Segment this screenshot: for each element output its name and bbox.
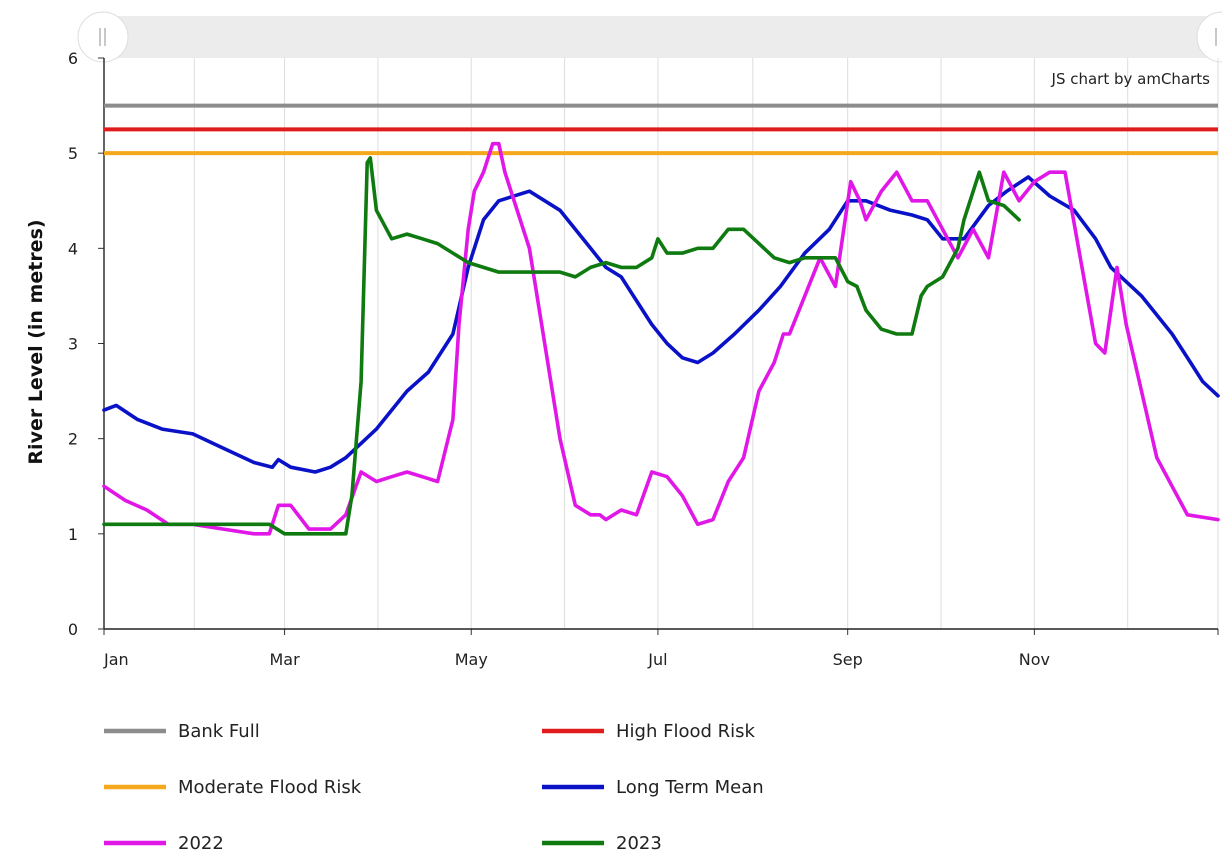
series-line: [102, 175, 1220, 474]
y-tick-label: 2: [68, 430, 78, 449]
y-tick-label: 6: [68, 49, 78, 68]
x-tick-label: May: [455, 650, 488, 669]
series-lines: [102, 103, 1220, 536]
series-line: [102, 156, 1021, 536]
legend-label: Moderate Flood Risk: [178, 777, 362, 798]
x-tick-label: Sep: [833, 650, 863, 669]
legend-item[interactable]: Bank Full: [104, 721, 260, 742]
legend-label: 2022: [178, 833, 224, 852]
legend-item[interactable]: High Flood Risk: [542, 721, 756, 742]
x-tick-label: Mar: [269, 650, 300, 669]
legend-label: High Flood Risk: [616, 721, 756, 742]
legend: Bank Full High Flood Risk Moderate Flood R…: [104, 721, 764, 854]
legend-label: Long Term Mean: [616, 777, 764, 798]
x-tick-label: Nov: [1019, 650, 1050, 669]
y-tick-label: 0: [68, 620, 78, 639]
scrollbar[interactable]: [77, 11, 1222, 63]
legend-label: Bank Full: [178, 721, 260, 742]
series-line: [102, 141, 1220, 536]
legend-item[interactable]: 2023: [542, 833, 662, 854]
legend-label: 2023: [616, 833, 662, 852]
scrollbar-right-grip[interactable]: [1196, 11, 1222, 63]
axes: 0 1 2 3 4 5 6 Jan Mar May Jul Sep Nov: [68, 49, 1219, 669]
y-tick-label: 4: [68, 239, 78, 258]
legend-item[interactable]: 2022: [104, 833, 224, 854]
y-tick-label: 3: [68, 335, 78, 354]
legend-item[interactable]: Long Term Mean: [542, 777, 764, 798]
y-axis-label: River Level (in metres): [25, 219, 47, 464]
gridlines: [193, 58, 1219, 629]
x-tick-label: Jan: [103, 650, 129, 669]
scrollbar-left-grip[interactable]: [77, 11, 129, 63]
amcharts-credit[interactable]: JS chart by amCharts: [1051, 70, 1211, 88]
y-tick-label: 1: [68, 525, 78, 544]
x-tick-label: Jul: [647, 650, 667, 669]
y-tick-label: 5: [68, 144, 78, 163]
legend-item[interactable]: Moderate Flood Risk: [104, 777, 362, 798]
